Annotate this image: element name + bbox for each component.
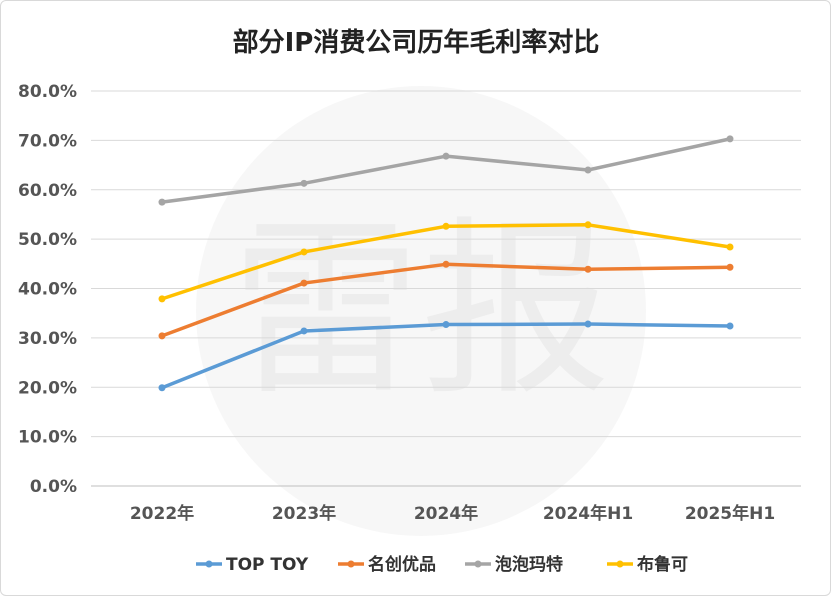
legend-swatch-marker <box>474 560 482 568</box>
gridlines <box>91 90 801 487</box>
x-tick-label: 2022年 <box>130 503 194 524</box>
data-point <box>300 248 308 256</box>
chart-title: 部分IP消费公司历年毛利率对比 <box>233 27 600 58</box>
legend-item: 名创优品 <box>338 554 436 575</box>
legend-label: 名创优品 <box>368 554 436 575</box>
y-tick-label: 40.0% <box>18 280 77 300</box>
y-tick-label: 20.0% <box>18 378 77 398</box>
legend-swatch-marker <box>616 560 624 568</box>
watermark-text: 雷报 <box>231 200 611 421</box>
legend-item: 布鲁可 <box>607 554 688 575</box>
data-point <box>158 295 166 303</box>
legend-swatch-marker <box>205 560 213 568</box>
y-tick-label: 60.0% <box>18 181 77 201</box>
x-tick-label: 2024年H1 <box>543 503 633 524</box>
legend: TOP TOY 名创优品 泡泡玛特 布鲁可 <box>196 554 688 575</box>
series-lines <box>158 135 734 392</box>
data-point <box>726 135 734 143</box>
data-point <box>442 260 450 268</box>
data-point <box>726 322 734 330</box>
y-tick-label: 80.0% <box>18 82 77 102</box>
x-tick-label: 2023年 <box>272 503 336 524</box>
y-tick-label: 0.0% <box>30 477 77 497</box>
x-tick-label: 2024年 <box>414 503 478 524</box>
data-point <box>158 198 166 206</box>
data-point <box>300 327 308 335</box>
y-axis-ticks: 0.0% 10.0% 20.0% 30.0% 40.0% 50.0% 60.0% 70.0% 8… <box>18 82 77 497</box>
data-point <box>158 384 166 392</box>
data-point <box>584 221 592 229</box>
data-point <box>300 279 308 287</box>
data-point <box>584 265 592 273</box>
y-tick-label: 30.0% <box>18 329 77 349</box>
data-point <box>726 243 734 251</box>
watermark-circle <box>196 86 646 536</box>
legend-label: TOP TOY <box>226 555 309 575</box>
data-point <box>442 321 450 329</box>
legend-swatch-marker <box>347 560 355 568</box>
x-axis-ticks: 2022年 2023年 2024年 2024年H1 2025年H1 <box>130 503 775 524</box>
y-tick-label: 10.0% <box>18 428 77 448</box>
data-point <box>158 332 166 340</box>
legend-item: TOP TOY <box>196 555 309 575</box>
legend-item: 泡泡玛特 <box>465 554 563 575</box>
x-tick-label: 2025年H1 <box>685 503 775 524</box>
y-tick-label: 70.0% <box>18 131 77 151</box>
data-point <box>584 166 592 174</box>
data-point <box>584 320 592 328</box>
legend-label: 泡泡玛特 <box>495 554 563 575</box>
legend-label: 布鲁可 <box>637 554 688 575</box>
data-point <box>300 179 308 187</box>
watermark: 雷报 <box>196 86 646 536</box>
data-point <box>442 222 450 230</box>
y-tick-label: 50.0% <box>18 230 77 250</box>
data-point <box>442 152 450 160</box>
data-point <box>726 263 734 271</box>
